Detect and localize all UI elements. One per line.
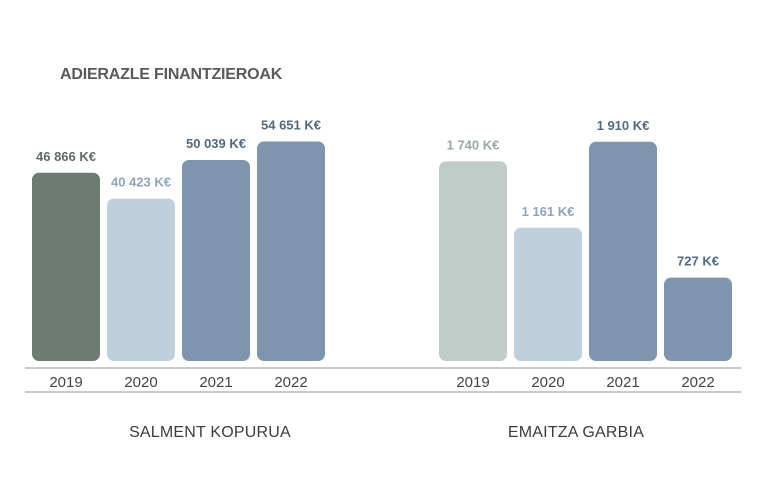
x-tick-label-2019: 2019 [49,374,82,391]
x-tick-label-2019: 2019 [456,374,489,391]
value-label-2019: 46 866 K€ [36,149,96,164]
x-tick-label-2021: 2021 [606,374,639,391]
bar-2020 [514,227,582,361]
value-label-2020: 40 423 K€ [111,175,171,190]
caption-salment-kopurua: SALMENT KOPURUA [129,424,291,441]
chart-emaitza-garbia: 1 740 K€ 2019 1 161 K€ 2020 1 910 K€ 2021 727 … [439,118,732,391]
bar-2021 [589,141,657,361]
value-label-2022: 54 651 K€ [261,117,321,132]
x-tick-label-2020: 2020 [531,374,564,391]
value-label-2019: 1 740 K€ [447,137,500,152]
bar-2021 [182,160,250,361]
x-tick-label-2020: 2020 [124,374,157,391]
x-tick-label-2021: 2021 [199,374,232,391]
value-label-2021: 1 910 K€ [597,118,650,133]
value-label-2021: 50 039 K€ [186,136,246,151]
bar-2019 [439,161,507,361]
x-tick-label-2022: 2022 [681,374,714,391]
value-label-2022: 727 K€ [677,254,719,269]
bar-2019 [32,172,100,361]
value-label-2020: 1 161 K€ [522,204,575,219]
caption-emaitza-garbia: EMAITZA GARBIA [507,424,645,441]
bar-2022 [257,141,325,361]
page-title: ADIERAZLE FINANTZIEROAK [60,66,283,83]
bar-2020 [107,198,175,361]
chart-salment-kopurua: 46 866 K€ 2019 40 423 K€ 2020 50 039 K€ 2021 5… [32,117,325,391]
x-tick-label-2022: 2022 [274,374,307,391]
bar-2022 [664,277,732,361]
